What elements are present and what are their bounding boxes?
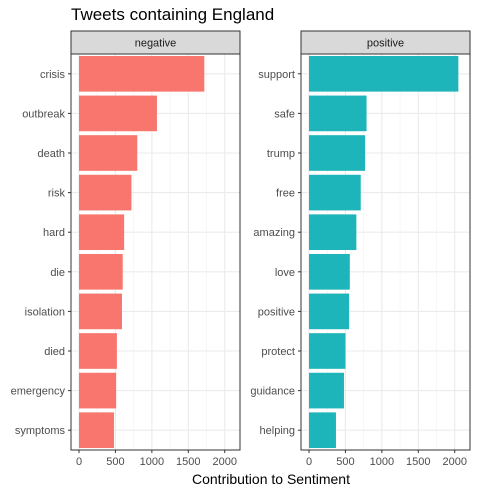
x-tick-label: 1500 <box>176 456 200 468</box>
x-tick-label: 500 <box>106 456 124 468</box>
bar-outbreak <box>79 95 157 132</box>
x-tick-label: 0 <box>306 456 312 468</box>
bar-support <box>309 55 459 92</box>
bar-risk <box>79 174 132 211</box>
category-label-positive: positive <box>258 306 295 318</box>
bar-guidance <box>309 372 344 409</box>
x-tick-label: 1000 <box>140 456 164 468</box>
panel-positive: positive support safe trump free amazing love p… <box>250 30 471 468</box>
category-label-free: free <box>276 188 295 200</box>
category-label-risk: risk <box>48 188 66 200</box>
bar-trump <box>309 135 366 171</box>
category-label-amazing: amazing <box>253 227 295 239</box>
bar-die <box>79 253 123 290</box>
bar-isolation <box>79 293 122 330</box>
panels: negative crisis outbreak death risk hard die is… <box>11 30 471 468</box>
panel-negative: negative crisis outbreak death risk hard die is… <box>11 30 241 468</box>
bar-safe <box>309 95 367 132</box>
bar-helping <box>309 412 336 449</box>
category-label-isolation: isolation <box>25 306 65 318</box>
category-label-outbreak: outbreak <box>22 108 65 120</box>
category-label-helping: helping <box>260 425 295 437</box>
category-label-support: support <box>258 69 295 81</box>
x-axis-label: Contribution to Sentiment <box>192 471 350 487</box>
category-label-safe: safe <box>274 108 295 120</box>
bar-free <box>309 174 361 211</box>
panel-border <box>300 53 471 451</box>
panel-border <box>70 53 241 451</box>
bar-amazing <box>309 214 357 251</box>
category-label-guidance: guidance <box>250 386 295 398</box>
bar-hard <box>79 214 125 251</box>
x-tick-label: 500 <box>336 456 354 468</box>
x-tick-label: 2000 <box>442 456 466 468</box>
category-label-die: die <box>50 267 65 279</box>
category-label-hard: hard <box>43 227 65 239</box>
x-tick-label: 2000 <box>212 456 236 468</box>
category-label-symptoms: symptoms <box>15 425 66 437</box>
category-label-emergency: emergency <box>11 386 66 398</box>
category-label-love: love <box>275 267 295 279</box>
bar-died <box>79 333 117 369</box>
bar-positive <box>309 293 350 330</box>
x-tick-label: 0 <box>76 456 82 468</box>
category-label-crisis: crisis <box>40 69 66 81</box>
category-label-death: death <box>37 148 65 160</box>
bar-protect <box>309 333 346 369</box>
x-tick-label: 1500 <box>406 456 430 468</box>
category-label-trump: trump <box>267 148 295 160</box>
strip-label: positive <box>367 38 404 50</box>
bar-emergency <box>79 372 117 409</box>
bar-crisis <box>79 55 205 92</box>
category-label-protect: protect <box>261 346 295 358</box>
x-tick-label: 1000 <box>370 456 394 468</box>
chart-title: Tweets containing England <box>71 5 274 24</box>
bar-love <box>309 253 350 290</box>
bar-death <box>79 135 138 171</box>
strip-label: negative <box>135 38 177 50</box>
category-label-died: died <box>44 346 65 358</box>
bar-symptoms <box>79 412 114 449</box>
